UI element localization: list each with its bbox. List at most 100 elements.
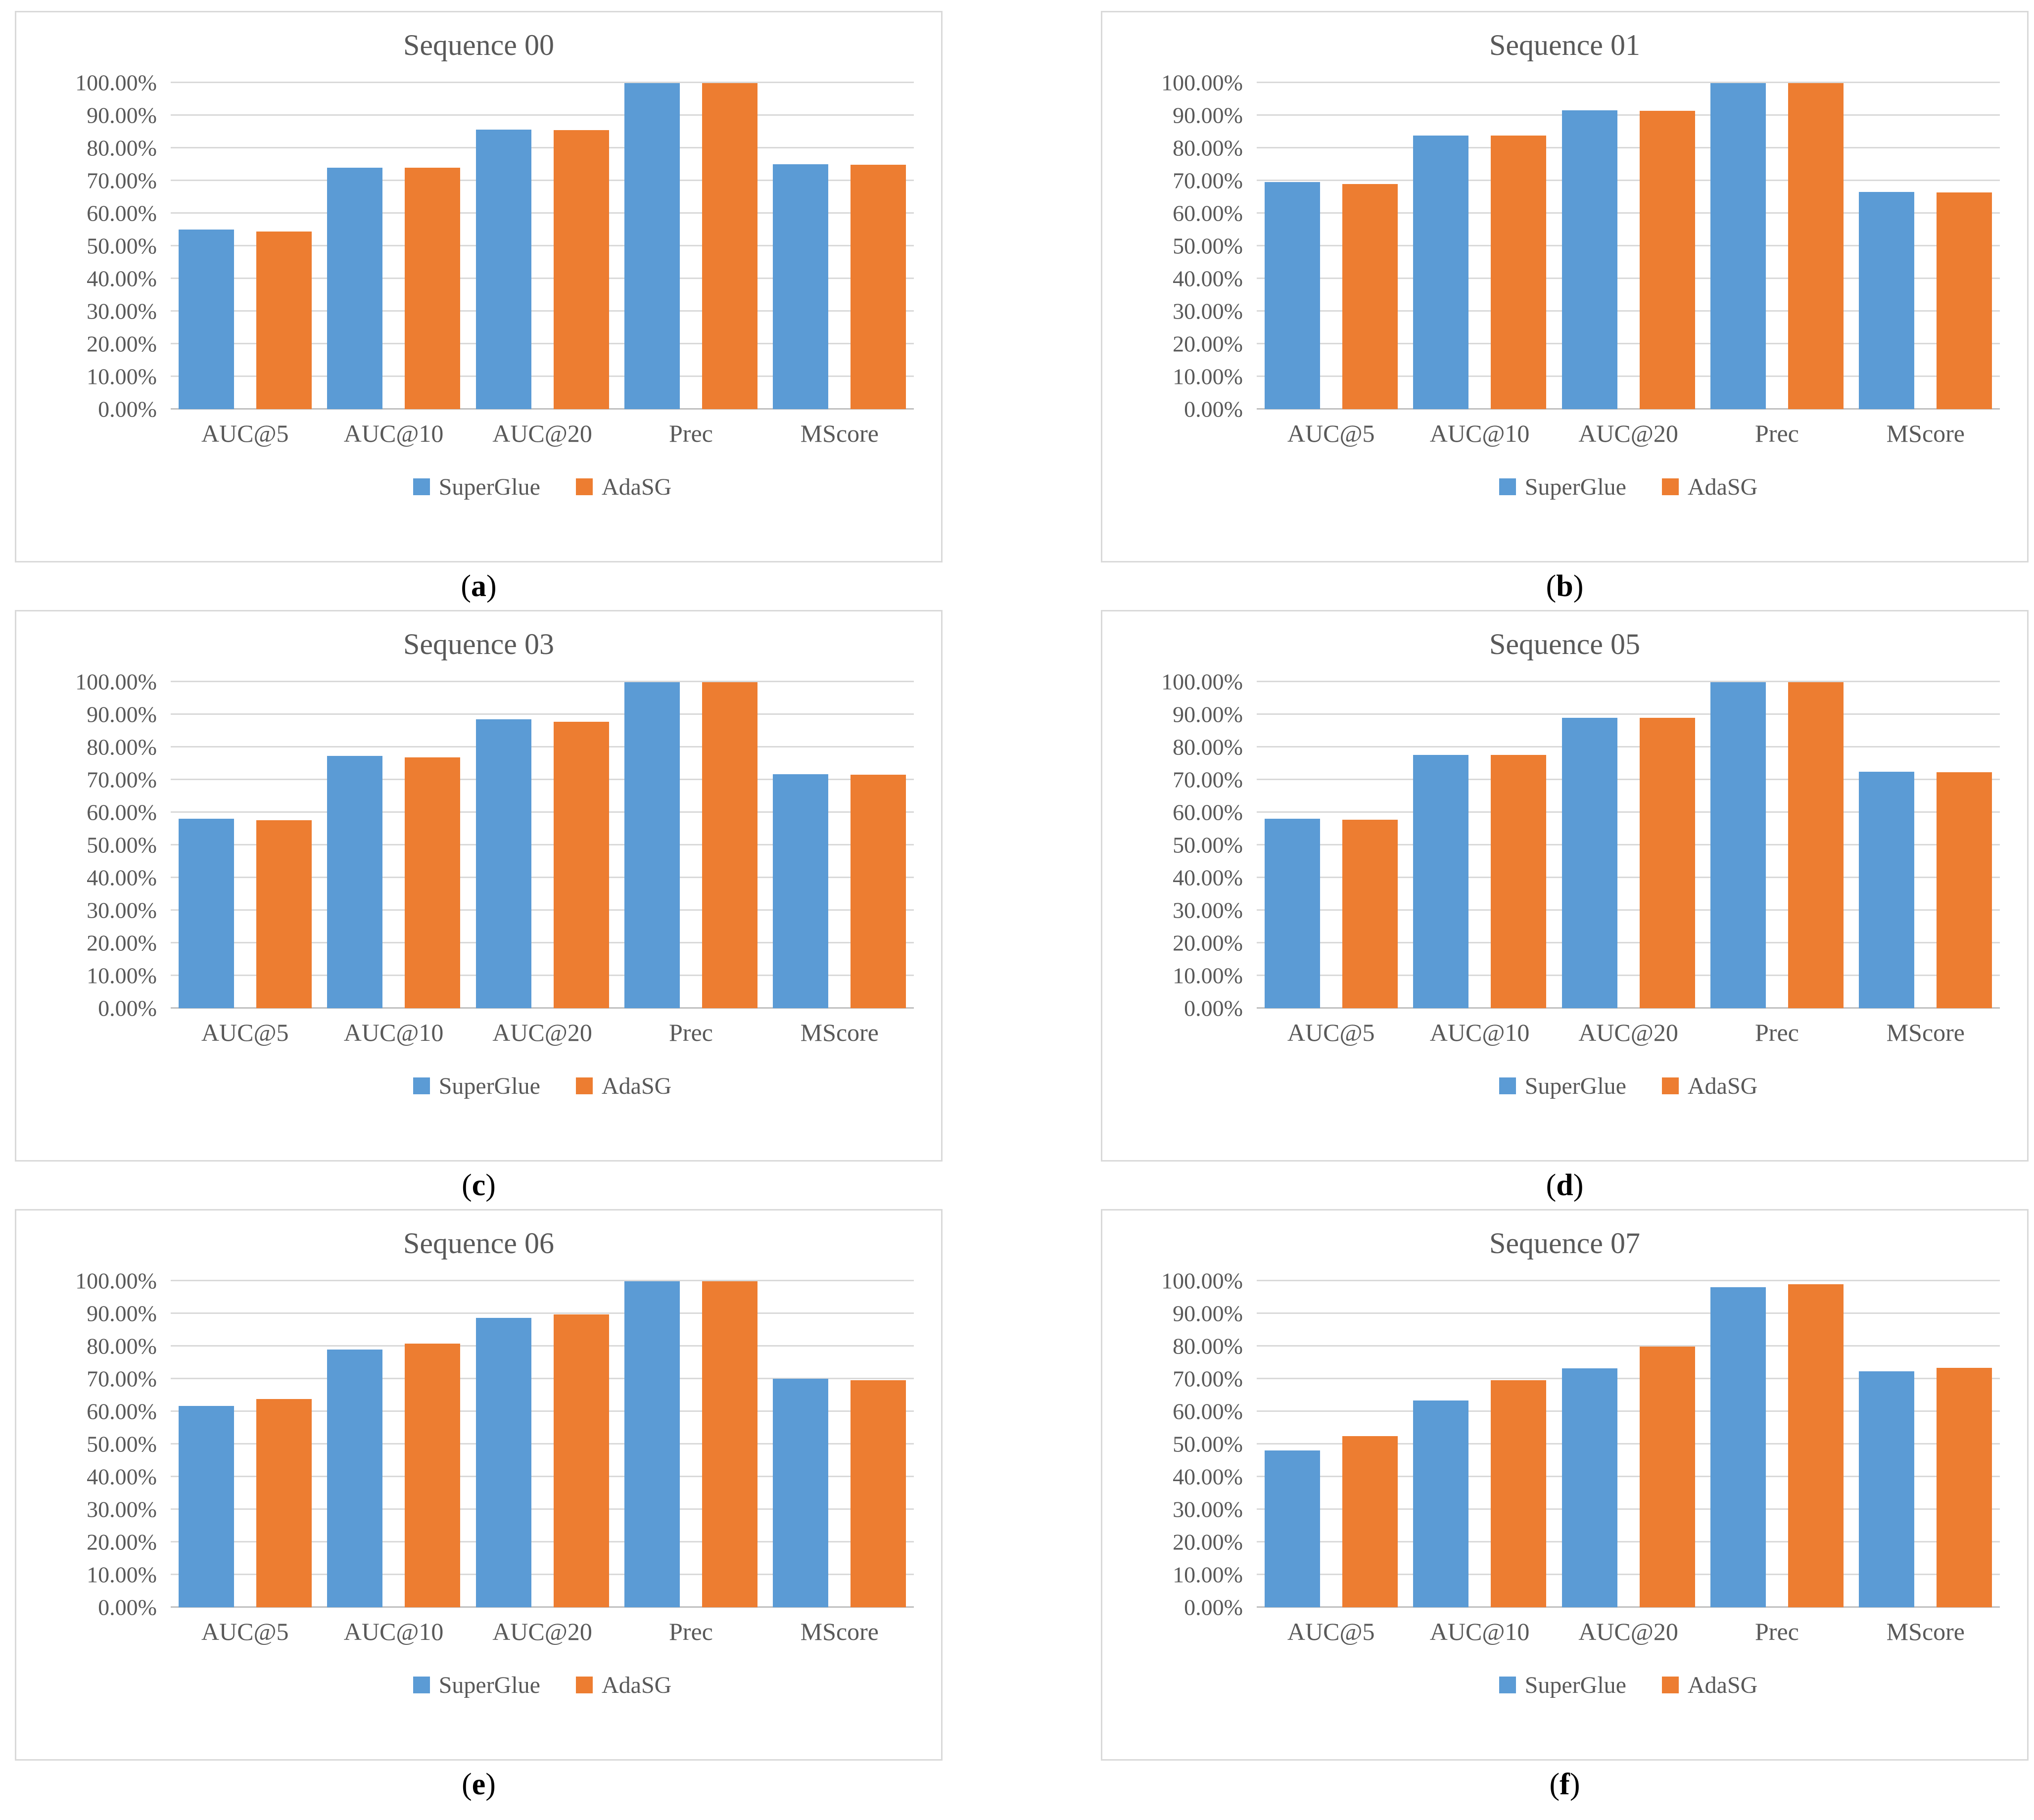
x-axis: AUC@5 AUC@10 AUC@20 Prec MScore [1257, 1617, 2000, 1657]
bar-superglue-mscore [1859, 772, 1915, 1008]
y-axis-tick-label: 50.00% [1173, 832, 1243, 858]
bar-group-auc-20 [468, 1281, 616, 1607]
legend-label: SuperGlue [1524, 473, 1626, 500]
caption-letter: d [1556, 1168, 1573, 1202]
bar-superglue-auc-5 [1264, 818, 1320, 1008]
chart-title: Sequence 05 [1489, 628, 1640, 660]
y-axis-tick-label: 40.00% [87, 1464, 157, 1490]
x-axis-line [1257, 408, 2000, 410]
gridline [1257, 310, 2000, 312]
bar-superglue-prec [1710, 83, 1766, 409]
x-axis: AUC@5 AUC@10 AUC@20 Prec MScore [1257, 1018, 2000, 1058]
legend-label: SuperGlue [438, 473, 540, 500]
y-axis: 100.00% 90.00% 80.00% 70.00% 60.00% 50.00% 40.… [1108, 669, 1257, 1021]
bar-adasg-auc-5 [256, 231, 312, 409]
bar-adasg-auc-20 [1639, 1346, 1695, 1607]
legend-label: SuperGlue [438, 1672, 540, 1698]
y-axis-tick-label: 0.00% [98, 396, 157, 422]
y-axis-tick-label: 50.00% [87, 832, 157, 858]
x-axis-category-label: AUC@5 [1287, 1019, 1375, 1046]
x-axis-category-label: AUC@10 [1429, 420, 1530, 447]
x-axis-line [1257, 1007, 2000, 1009]
y-axis-tick-label: 90.00% [87, 1301, 157, 1326]
y-axis-tick-label: 50.00% [1173, 1431, 1243, 1457]
x-axis-category-label: AUC@20 [1578, 1019, 1678, 1046]
bar-group-mscore [765, 682, 914, 1008]
y-axis-tick-label: 60.00% [1173, 1399, 1243, 1424]
bar-adasg-prec [1788, 83, 1844, 409]
bar-adasg-auc-20 [1639, 110, 1695, 409]
gridline [171, 942, 914, 943]
y-axis-tick-label: 40.00% [1173, 865, 1243, 890]
legend-item-superglue: SuperGlue [413, 1073, 540, 1100]
bar-adasg-prec [702, 1281, 757, 1607]
y-axis: 100.00% 90.00% 80.00% 70.00% 60.00% 50.00% 40.… [1108, 70, 1257, 422]
x-axis-category-label: Prec [669, 1019, 713, 1046]
bar-superglue-auc-20 [475, 130, 531, 409]
gridline [1257, 1410, 2000, 1412]
bar-group-auc-5 [1257, 83, 1405, 409]
x-axis-category-label: MScore [1886, 420, 1965, 447]
gridline [171, 82, 914, 83]
legend-swatch-icon [1499, 1677, 1516, 1693]
x-axis-category-label: AUC@10 [343, 1618, 444, 1645]
legend-item-adasg: AdaSG [575, 473, 671, 501]
y-axis-tick-label: 70.00% [87, 1366, 157, 1392]
x-axis-category-label: AUC@20 [492, 420, 592, 447]
y-axis-tick-label: 10.00% [87, 1562, 157, 1587]
caption-letter: e [472, 1767, 486, 1801]
y-axis-tick-label: 10.00% [87, 963, 157, 988]
legend-swatch-icon [413, 1077, 430, 1094]
legend-item-adasg: AdaSG [1661, 1672, 1758, 1699]
gridline [171, 114, 914, 116]
y-axis-tick-label: 60.00% [87, 799, 157, 825]
y-axis-tick-label: 60.00% [87, 200, 157, 226]
legend-swatch-icon [575, 1077, 593, 1094]
bar-adasg-prec [702, 682, 757, 1008]
bar-adasg-auc-20 [553, 1314, 609, 1607]
gridline [171, 1443, 914, 1445]
legend-swatch-icon [1661, 1677, 1679, 1693]
y-axis-tick-label: 10.00% [1173, 963, 1243, 988]
y-axis-tick-label: 60.00% [1173, 799, 1243, 825]
bar-superglue-prec [624, 83, 680, 409]
bar-group-auc-10 [1405, 682, 1554, 1008]
caption-open-paren: ( [1546, 1168, 1557, 1202]
gridline [1257, 713, 2000, 715]
gridline [171, 811, 914, 813]
x-axis-category-label: AUC@20 [1578, 1618, 1678, 1645]
x-axis: AUC@5 AUC@10 AUC@20 Prec MScore [1257, 419, 2000, 459]
gridline [171, 1574, 914, 1575]
chart-title: Sequence 07 [1489, 1227, 1640, 1260]
gridline [171, 278, 914, 279]
y-axis-tick-label: 0.00% [98, 995, 157, 1021]
y-axis-tick-label: 70.00% [1173, 168, 1243, 193]
legend-item-adasg: AdaSG [1661, 1073, 1757, 1100]
bar-adasg-mscore [1937, 192, 1992, 409]
bar-superglue-prec [1710, 1287, 1766, 1607]
y-axis-tick-label: 0.00% [1184, 995, 1243, 1021]
bar-superglue-auc-5 [178, 230, 234, 409]
chart-panel-sequence-03: Sequence 03 100.00% 90.00% 80.00% 70.00% 60.… [15, 610, 943, 1162]
bar-group-auc-10 [319, 1281, 468, 1607]
bar-adasg-prec [1788, 1284, 1844, 1607]
legend-label: AdaSG [1687, 1672, 1758, 1698]
gridline [171, 877, 914, 878]
gridline [1257, 343, 2000, 344]
y-axis-tick-label: 90.00% [87, 102, 157, 128]
bar-group-auc-20 [468, 682, 616, 1008]
chart-panel-sequence-01: Sequence 01 100.00% 90.00% 80.00% 70.00% 60.… [1101, 11, 2029, 562]
caption-letter: f [1560, 1767, 1570, 1801]
bar-superglue-mscore [773, 1379, 829, 1607]
x-axis-category-label: AUC@10 [1429, 1019, 1530, 1046]
y-axis-tick-label: 70.00% [1173, 1366, 1243, 1392]
figure-cell-b: Sequence 01 100.00% 90.00% 80.00% 70.00% 60.… [1101, 11, 2029, 610]
legend-swatch-icon [413, 1677, 430, 1693]
caption-letter: b [1556, 569, 1573, 603]
gridline [1257, 82, 2000, 83]
bar-adasg-prec [702, 83, 757, 409]
bar-superglue-mscore [1859, 192, 1915, 409]
caption-open-paren: ( [1549, 1767, 1560, 1801]
gridline [1257, 681, 2000, 682]
bar-superglue-auc-5 [1264, 1450, 1320, 1607]
